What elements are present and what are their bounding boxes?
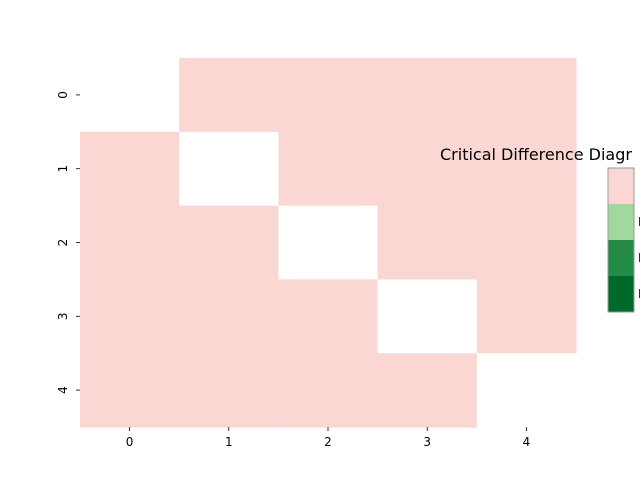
heatmap-cell-3-1 <box>179 279 279 354</box>
heatmap-cell-2-2 <box>278 205 379 280</box>
x-tick-label-4: 4 <box>523 435 531 449</box>
heatmap-cell-1-4 <box>476 131 577 207</box>
heatmap-cell-0-3 <box>377 58 478 133</box>
heatmap-cell-1-0 <box>80 131 180 207</box>
legend-label-2: I <box>638 251 640 265</box>
legend-swatch-0 <box>608 168 634 204</box>
heatmap-cell-0-0 <box>80 58 180 133</box>
heatmap-cell-2-3 <box>377 205 478 280</box>
legend: I I I <box>607 167 640 313</box>
y-tick-label-4: 4 <box>56 386 70 394</box>
heatmap-cell-0-1 <box>179 58 279 133</box>
heatmap-cell-4-4 <box>476 353 577 428</box>
y-tick-label-2: 2 <box>56 239 70 247</box>
heatmap-cell-2-0 <box>80 205 180 280</box>
heatmap-cell-2-4 <box>476 205 577 280</box>
heatmap-cell-4-3 <box>377 353 478 428</box>
heatmap-cell-3-3 <box>377 279 478 354</box>
heatmap-cell-1-1 <box>179 131 279 207</box>
y-tick-label-3: 3 <box>56 312 70 320</box>
legend-swatch-1 <box>608 204 634 240</box>
x-tick-label-0: 0 <box>126 435 134 449</box>
x-tick-label-1: 1 <box>225 435 233 449</box>
x-axis: 0 1 2 3 4 <box>126 427 530 449</box>
x-tick-label-3: 3 <box>423 435 431 449</box>
legend-swatch-2 <box>608 240 634 276</box>
heatmap-cell-2-1 <box>179 205 279 280</box>
heatmap-cell-3-0 <box>80 279 180 354</box>
y-tick-label-1: 1 <box>56 165 70 173</box>
heatmap-cell-1-2 <box>278 131 379 207</box>
heatmap-cell-4-0 <box>80 353 180 428</box>
heatmap-cell-4-1 <box>179 353 279 428</box>
chart-title: Critical Difference Diagr <box>440 145 632 164</box>
heatmap-cell-4-2 <box>278 353 379 428</box>
heatmap-cell-0-2 <box>278 58 379 133</box>
heatmap-cells <box>80 58 577 428</box>
heatmap-cell-3-2 <box>278 279 379 354</box>
legend-label-3: I <box>638 287 640 301</box>
legend-border <box>607 167 635 313</box>
y-tick-label-0: 0 <box>56 91 70 99</box>
y-axis: 0 1 2 3 4 <box>56 91 80 394</box>
heatmap-cell-1-3 <box>377 131 478 207</box>
legend-label-1: I <box>638 215 640 229</box>
x-tick-label-2: 2 <box>324 435 332 449</box>
heatmap-cell-0-4 <box>476 58 577 133</box>
legend-swatch-3 <box>608 276 634 312</box>
heatmap-cell-3-4 <box>476 279 577 354</box>
